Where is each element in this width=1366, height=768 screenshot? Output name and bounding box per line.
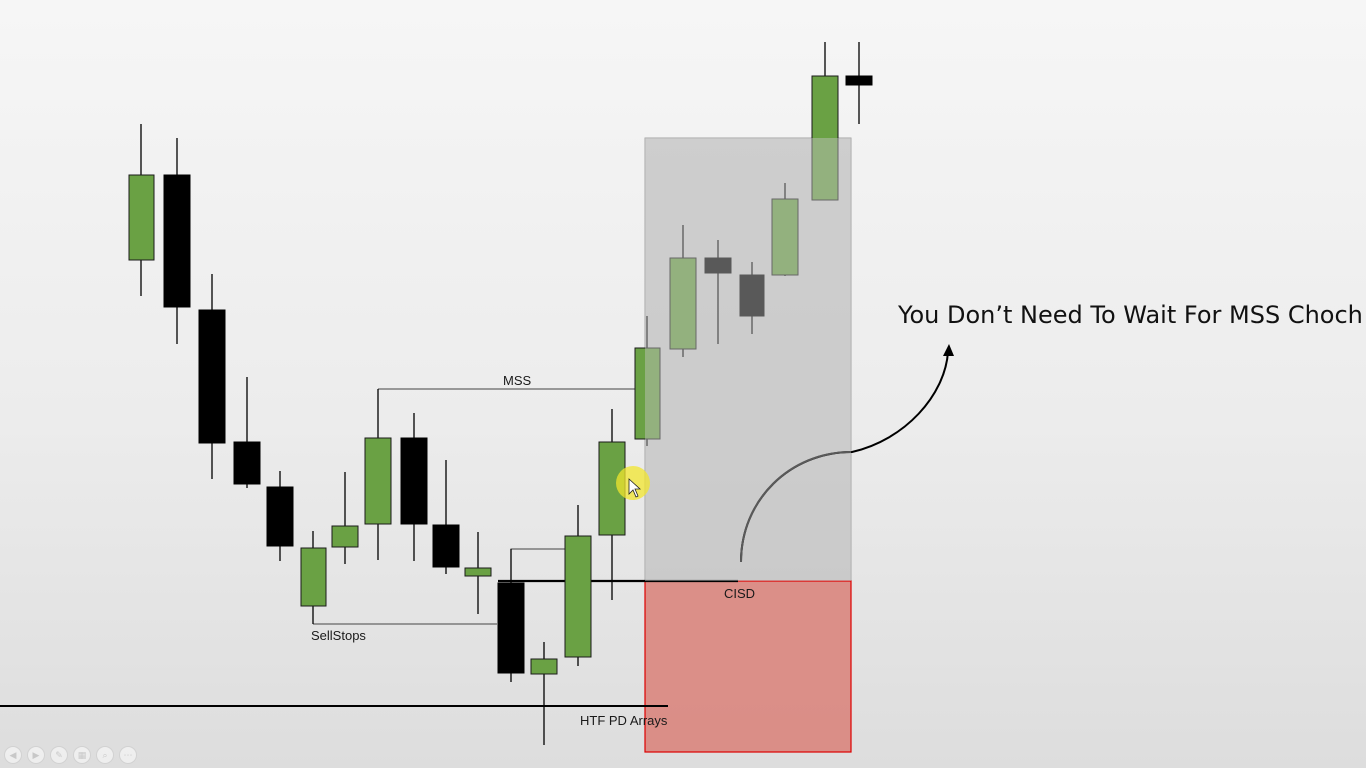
candle — [198, 274, 226, 479]
candle — [464, 532, 492, 614]
candle — [432, 460, 460, 574]
discount-zone — [644, 580, 852, 753]
zoom-icon[interactable]: ⌕ — [96, 746, 114, 764]
slideshow-toolbar: ◀ ▶ ✎ ▦ ⌕ ⋯ — [4, 746, 137, 764]
candle — [634, 316, 661, 446]
mss-label: MSS — [503, 373, 532, 388]
candlestick-series — [128, 42, 873, 745]
cisd-label: CISD — [724, 586, 755, 601]
cisd-bracket-line — [510, 548, 565, 581]
candle — [331, 472, 359, 564]
candle — [771, 183, 799, 276]
next-icon[interactable]: ▶ — [27, 746, 45, 764]
candle — [233, 377, 261, 488]
candle — [128, 124, 155, 296]
previous-icon[interactable]: ◀ — [4, 746, 22, 764]
candle — [364, 389, 392, 560]
candle — [400, 413, 428, 561]
curve-arrow-lower-overlay — [740, 451, 852, 563]
headline-text: You Don’t Need To Wait For MSS Choch — [897, 301, 1363, 329]
candle — [564, 505, 592, 666]
arrowhead-icon — [943, 344, 954, 356]
candle — [811, 42, 839, 201]
candle — [266, 471, 294, 561]
premium-zone-overlay — [645, 138, 851, 581]
sellstops-label: SellStops — [311, 628, 366, 643]
slides-icon[interactable]: ▦ — [73, 746, 91, 764]
candle — [845, 42, 873, 124]
candle — [739, 262, 765, 334]
candle — [497, 549, 525, 682]
pen-icon[interactable]: ✎ — [50, 746, 68, 764]
candle — [669, 225, 697, 357]
candle — [530, 642, 558, 745]
candle — [704, 240, 732, 344]
cursor-icon — [628, 478, 642, 498]
candle — [300, 531, 327, 624]
premium-zone — [644, 137, 852, 582]
htf-pd-arrays-label: HTF PD Arrays — [580, 713, 668, 728]
candle — [598, 409, 626, 600]
more-icon[interactable]: ⋯ — [119, 746, 137, 764]
candle — [163, 138, 191, 344]
